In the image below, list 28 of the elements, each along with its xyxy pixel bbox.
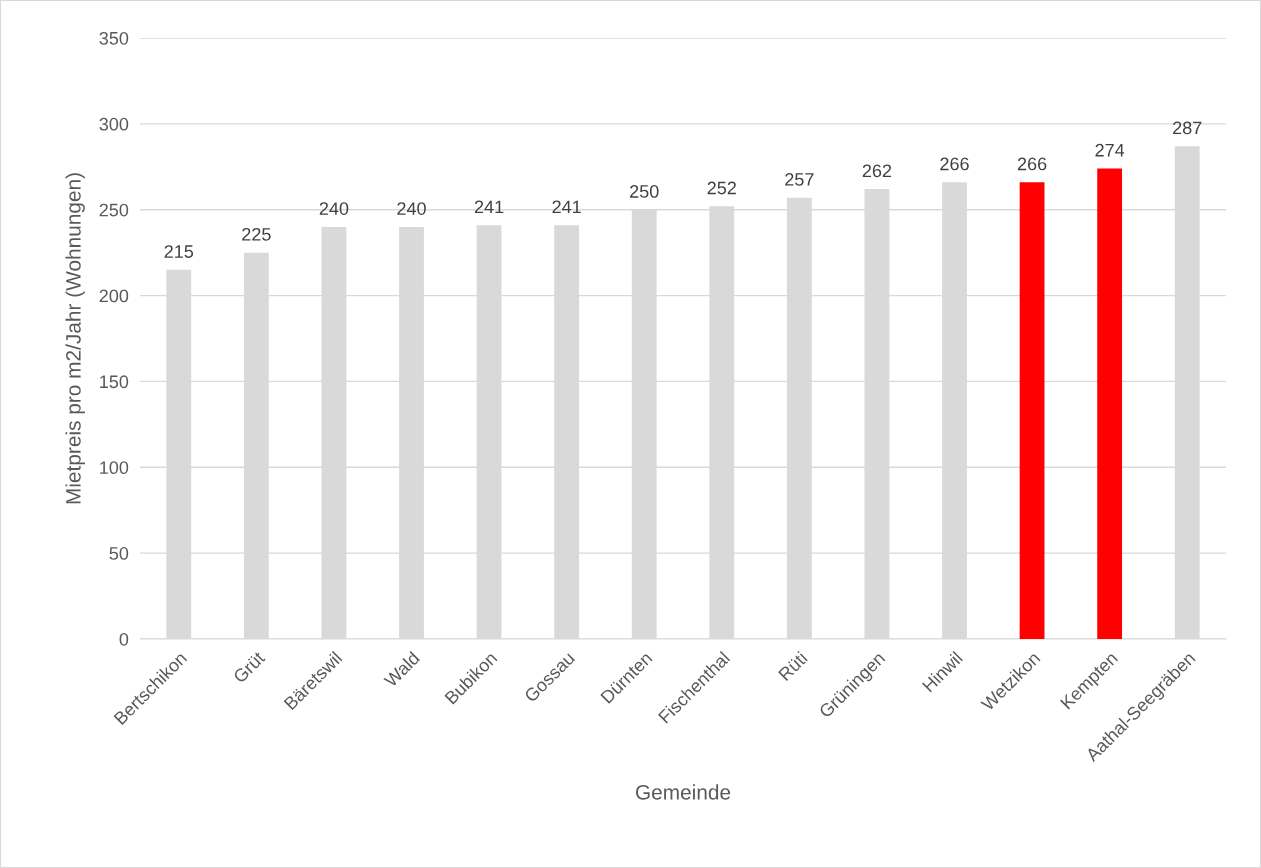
data-label: 241	[552, 200, 581, 214]
data-label: 250	[630, 185, 659, 198]
y-tick-label: 50	[109, 547, 129, 560]
x-axis-title: Gemeinde	[635, 784, 731, 800]
data-label: 225	[242, 227, 271, 241]
data-label: 266	[1017, 157, 1047, 171]
bar	[1097, 168, 1123, 639]
data-label: 215	[164, 245, 194, 258]
x-tick-label: Grüt	[232, 650, 266, 684]
data-label: 241	[474, 200, 504, 214]
y-tick-label: 300	[99, 117, 129, 131]
data-label: 274	[1095, 143, 1125, 157]
data-label: 252	[707, 181, 736, 195]
data-label: 240	[319, 202, 349, 215]
y-tick-label: 250	[99, 203, 129, 217]
data-label: 266	[940, 157, 969, 171]
y-tick-label: 0	[119, 632, 129, 646]
y-tick-label: 200	[99, 289, 129, 303]
data-label: 262	[862, 164, 892, 178]
y-axis-title: Mietpreis pro m2/Jahr (Wohnungen)	[65, 173, 85, 504]
y-tick-label: 100	[100, 461, 129, 475]
data-label: 240	[397, 202, 426, 215]
y-tick-label: 150	[100, 375, 129, 389]
y-tick-label: 350	[99, 31, 129, 45]
data-label: 257	[785, 173, 814, 186]
data-label: 287	[1173, 121, 1202, 135]
x-tick-label: Rüti	[777, 650, 808, 682]
bar	[1019, 182, 1045, 639]
